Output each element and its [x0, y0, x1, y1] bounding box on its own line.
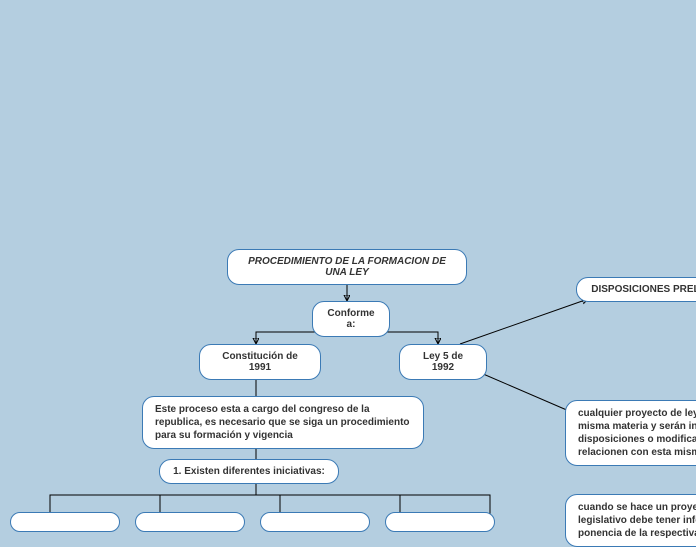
node-cuando-label: cuando se hace un proyecto de legislativ…	[578, 501, 696, 540]
node-iniciativas: 1. Existen diferentes iniciativas:	[159, 459, 339, 484]
node-ley5-label: Ley 5 de 1992	[412, 351, 474, 373]
node-root: PROCEDIMIENTO DE LA FORMACION DE UNA LEY	[227, 249, 467, 285]
partial-box	[10, 512, 120, 532]
node-disposiciones: DISPOSICIONES PRELIMIN	[576, 277, 696, 302]
node-proceso: Este proceso esta a cargo del congreso d…	[142, 396, 424, 449]
node-cualquier-label: cualquier proyecto de ley debe una misma…	[578, 407, 696, 459]
node-conforme-label: Conforme a:	[325, 308, 377, 330]
partial-box	[260, 512, 370, 532]
node-conforme: Conforme a:	[312, 301, 390, 337]
node-constitucion: Constitución de 1991	[199, 344, 321, 380]
partial-box	[385, 512, 495, 532]
partial-box	[135, 512, 245, 532]
node-disposiciones-label: DISPOSICIONES PRELIMIN	[591, 284, 696, 295]
node-ley5: Ley 5 de 1992	[399, 344, 487, 380]
node-proceso-label: Este proceso esta a cargo del congreso d…	[155, 403, 411, 442]
node-root-label: PROCEDIMIENTO DE LA FORMACION DE UNA LEY	[240, 256, 454, 278]
node-cualquier: cualquier proyecto de ley debe una misma…	[565, 400, 696, 466]
node-iniciativas-label: 1. Existen diferentes iniciativas:	[173, 466, 325, 477]
node-constitucion-label: Constitución de 1991	[212, 351, 308, 373]
node-cuando: cuando se hace un proyecto de legislativ…	[565, 494, 696, 547]
